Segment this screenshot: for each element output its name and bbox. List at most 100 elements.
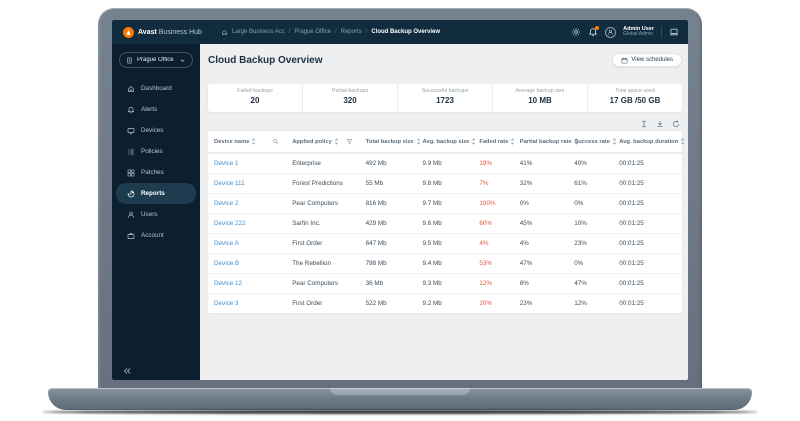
- sidebar-item-dashboard[interactable]: Dashboard: [116, 78, 196, 99]
- stat-value: 10 MB: [528, 96, 552, 105]
- cell-avg-size: 9.9 Mb: [422, 160, 442, 167]
- sidebar-item-account[interactable]: Account: [116, 225, 196, 246]
- stat-label: Successful backups: [421, 88, 469, 94]
- device-link[interactable]: Device 1: [214, 160, 239, 167]
- org-selector[interactable]: Prague Office: [119, 52, 193, 68]
- avast-logo-icon: [123, 27, 134, 38]
- sidebar-item-devices[interactable]: Devices: [116, 120, 196, 141]
- cell-duration: 00:01:25: [619, 220, 644, 227]
- cell-failed-rate: 19%: [479, 160, 493, 167]
- alerts-bell-icon: [127, 106, 135, 114]
- breadcrumb-separator: /: [334, 29, 337, 35]
- home-icon[interactable]: [221, 29, 228, 36]
- search-icon[interactable]: [272, 138, 279, 145]
- sidebar-item-reports[interactable]: Reports: [116, 183, 196, 204]
- cell-avg-size: 9.4 Mb: [422, 260, 442, 267]
- cell-avg-size: 9.6 Mb: [422, 220, 442, 227]
- cell-success-rate: 12%: [574, 300, 587, 307]
- page-title: Cloud Backup Overview: [208, 54, 323, 66]
- cell-total-size: 816 Mb: [365, 200, 387, 207]
- stat-value: 20: [250, 96, 260, 105]
- device-link[interactable]: Device 2: [214, 200, 239, 207]
- sidebar-item-policies[interactable]: Policies: [116, 141, 196, 162]
- export-download-icon[interactable]: [656, 120, 664, 128]
- user-role: Global Admin: [623, 31, 653, 38]
- sidebar-item-label: Dashboard: [141, 85, 172, 92]
- notifications-bell-icon[interactable]: [588, 26, 600, 37]
- column-header-device-name: Device name: [208, 138, 286, 145]
- cell-success-rate: 47%: [574, 280, 587, 287]
- view-schedules-label: View schedules: [631, 57, 673, 63]
- cell-duration: 00:01:25: [619, 240, 644, 247]
- sidebar: Prague Office Dashboard Alerts Devices: [112, 44, 200, 380]
- sidebar-item-alerts[interactable]: Alerts: [116, 99, 196, 120]
- sidebar-item-label: Policies: [141, 148, 163, 155]
- sort-icon[interactable]: [680, 138, 685, 145]
- device-switcher-icon[interactable]: [669, 27, 679, 37]
- column-header-applied-policy: Applied policy: [286, 138, 359, 145]
- cell-failed-rate: 60%: [479, 220, 493, 227]
- settings-gear-icon[interactable]: [571, 27, 581, 37]
- stat-label: Total space used: [615, 88, 655, 94]
- breadcrumb-item-site[interactable]: Prague Office: [294, 29, 331, 35]
- column-header-failed-rate: Failed rate: [473, 138, 513, 145]
- sort-icon[interactable]: [251, 138, 256, 145]
- device-link[interactable]: Device 3: [214, 300, 239, 307]
- refresh-icon[interactable]: [672, 120, 680, 128]
- cell-policy: First Order: [292, 300, 323, 307]
- dashboard-icon: [127, 85, 135, 93]
- backup-table: Device name Applied policy Total backup …: [208, 131, 682, 313]
- topbar-actions: Admin User Global Admin: [571, 26, 679, 38]
- stat-value: 320: [343, 96, 357, 105]
- cell-avg-size: 9.5 Mb: [422, 240, 442, 247]
- sidebar-item-users[interactable]: Users: [116, 204, 196, 225]
- cell-partial-rate: 41%: [519, 160, 533, 167]
- stat-partial-backups: Partial backups 320: [303, 84, 398, 112]
- sidebar-collapse-icon[interactable]: [122, 363, 132, 373]
- breadcrumb-item-org[interactable]: Large Business Acc: [232, 29, 285, 35]
- cell-total-size: 522 Mb: [365, 300, 387, 307]
- breadcrumb-item-reports[interactable]: Reports: [340, 29, 362, 35]
- cell-partial-rate: 8%: [519, 280, 529, 287]
- sidebar-item-label: Patches: [141, 169, 164, 176]
- cell-policy: Sarfin Inc.: [292, 220, 321, 227]
- device-link[interactable]: Device 12: [214, 280, 243, 287]
- row-height-icon[interactable]: [640, 120, 648, 128]
- cell-avg-size: 9.3 Mb: [422, 280, 442, 287]
- user-menu[interactable]: Admin User Global Admin: [623, 26, 654, 38]
- building-icon: [126, 57, 133, 64]
- stats-summary-card: Failed backups 20 Partial backups 320 Su…: [208, 84, 682, 112]
- cell-failed-rate: 7%: [479, 180, 489, 187]
- account-briefcase-icon: [127, 232, 135, 240]
- device-link[interactable]: Device 111: [214, 180, 245, 187]
- cell-success-rate: 10%: [574, 220, 587, 227]
- cell-duration: 00:01:25: [619, 160, 644, 167]
- breadcrumb-current: Cloud Backup Overview: [371, 29, 440, 35]
- stat-successful-backups: Successful backups 1723: [398, 84, 493, 112]
- stat-average-backup-size: Average backup size 10 MB: [493, 84, 588, 112]
- cell-policy: The Rebellion: [292, 260, 332, 267]
- devices-monitor-icon: [127, 127, 135, 135]
- cell-success-rate: 0%: [574, 200, 584, 207]
- sort-icon[interactable]: [334, 138, 339, 145]
- topbar-divider: [661, 26, 662, 38]
- table-row: Device 222 Sarfin Inc. 429 Mb 9.6 Mb 60%…: [208, 213, 682, 233]
- column-header-avg-backup-duration: Avg. backup duration: [613, 138, 682, 145]
- stat-failed-backups: Failed backups 20: [208, 84, 303, 112]
- notification-badge: [595, 26, 600, 30]
- device-link[interactable]: Device 222: [214, 220, 246, 227]
- table-row: Device 1 Enterprise 492 Mb 9.9 Mb 19% 41…: [208, 153, 682, 173]
- stat-label: Average backup size: [515, 88, 565, 94]
- breadcrumb: Large Business Acc / Prague Office / Rep…: [221, 29, 440, 36]
- reports-pie-icon: [127, 190, 135, 198]
- view-schedules-button[interactable]: View schedules: [612, 53, 682, 67]
- cell-policy: Pear Computers: [292, 200, 339, 207]
- avatar[interactable]: [605, 26, 617, 38]
- device-link[interactable]: Device A: [214, 240, 239, 247]
- policies-list-icon: [127, 148, 135, 156]
- sidebar-item-patches[interactable]: Patches: [116, 162, 196, 183]
- device-link[interactable]: Device B: [214, 260, 240, 267]
- cell-duration: 00:01:25: [619, 300, 644, 307]
- filter-funnel-icon[interactable]: [346, 138, 353, 145]
